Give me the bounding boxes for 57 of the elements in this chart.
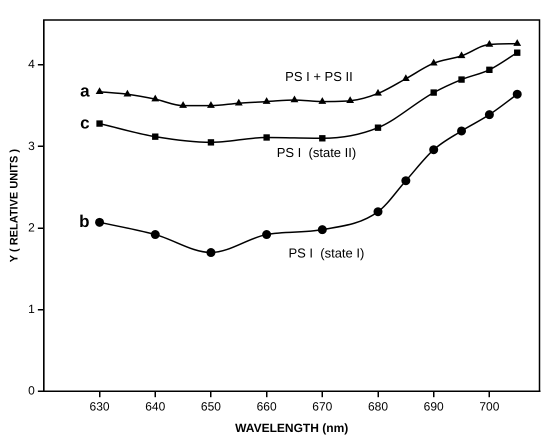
point — [346, 96, 354, 104]
annotation: PS I (state I) — [288, 245, 364, 260]
point — [206, 248, 216, 258]
point — [429, 145, 438, 154]
x-tick-label: 660 — [256, 400, 277, 414]
point — [401, 176, 410, 186]
point — [124, 90, 132, 96]
x-tick-label: 700 — [479, 400, 500, 414]
point — [263, 134, 270, 141]
y-tick-label: 2 — [28, 220, 36, 234]
point — [234, 98, 243, 106]
point — [485, 40, 494, 47]
point — [486, 66, 493, 73]
point — [96, 87, 104, 94]
annotation: PS I + PS II — [285, 69, 353, 84]
point — [319, 135, 326, 142]
point — [179, 101, 187, 108]
point — [402, 74, 410, 81]
point — [514, 49, 520, 56]
point — [457, 126, 466, 136]
point — [95, 218, 104, 227]
point — [262, 97, 271, 104]
point — [458, 51, 466, 58]
point — [430, 58, 438, 66]
x-tick-label: 680 — [368, 400, 388, 414]
x-tick-label: 670 — [312, 400, 333, 414]
point — [374, 207, 383, 216]
point — [207, 101, 215, 108]
y-tick-label: 3 — [28, 138, 36, 153]
point — [374, 88, 382, 96]
point — [318, 97, 326, 104]
y-tick-label: 1 — [28, 302, 36, 316]
series-label: a — [80, 81, 90, 100]
point — [512, 90, 522, 99]
point — [152, 133, 158, 140]
point — [208, 139, 214, 146]
x-tick-label: 650 — [200, 400, 222, 414]
point — [96, 120, 103, 127]
point — [484, 110, 494, 120]
point — [150, 230, 160, 240]
x-axis-title: WAVELENGTH (nm) — [235, 421, 348, 436]
point — [374, 124, 382, 131]
y-axis-title: Y ( RELATIVE UNITS ) — [8, 148, 21, 262]
series-label: c — [80, 113, 90, 132]
series-label: b — [79, 212, 90, 232]
point — [318, 225, 327, 234]
point — [262, 230, 272, 240]
x-tick-label: 690 — [424, 400, 444, 414]
y-tick-label: 0 — [28, 384, 36, 398]
x-tick-label: 630 — [90, 400, 110, 414]
y-tick-label: 4 — [28, 57, 36, 72]
point — [513, 39, 522, 46]
x-tick-label: 640 — [145, 400, 166, 414]
annotation: PS I (state II) — [276, 145, 356, 160]
point — [290, 95, 298, 102]
point — [151, 94, 160, 102]
point — [430, 89, 437, 96]
